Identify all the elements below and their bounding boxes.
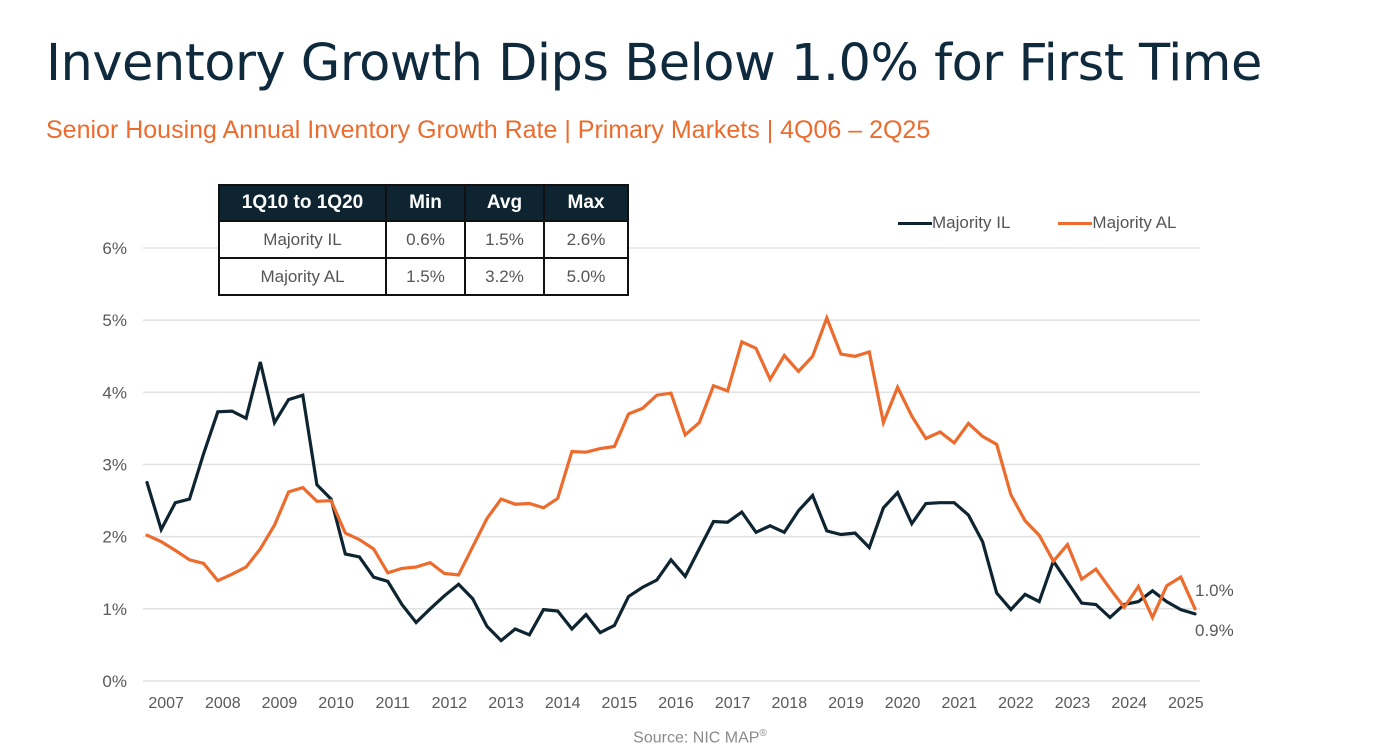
x-tick-label: 2015 <box>602 695 638 712</box>
stats-header-period: 1Q10 to 1Q20 <box>218 184 387 222</box>
legend-swatch-al <box>1058 221 1093 225</box>
x-tick-label: 2023 <box>1055 695 1091 712</box>
avg-value: 1.5% <box>464 220 545 259</box>
x-tick-label: 2021 <box>941 695 977 712</box>
stats-header-avg: Avg <box>464 184 545 222</box>
table-row: Majority IL 0.6% 1.5% 2.6% <box>218 220 629 259</box>
legend-item-al[interactable]: Majority AL <box>1058 213 1177 233</box>
x-tick-label: 2014 <box>545 695 581 712</box>
x-tick-label: 2009 <box>262 695 298 712</box>
x-tick-label: 2010 <box>318 695 354 712</box>
y-tick-label: 4% <box>102 383 127 402</box>
x-tick-label: 2011 <box>376 695 411 712</box>
y-tick-label: 2% <box>102 528 127 547</box>
stats-header-min: Min <box>385 184 466 222</box>
x-tick-label: 2016 <box>658 695 694 712</box>
min-value: 0.6% <box>385 220 466 259</box>
legend-item-il[interactable]: Majority IL <box>898 213 1010 233</box>
gridlines <box>143 247 1200 682</box>
x-tick-label: 2008 <box>205 695 241 712</box>
max-value: 2.6% <box>543 220 629 259</box>
series-lines <box>145 313 1197 643</box>
legend-label-il: Majority IL <box>932 213 1011 232</box>
end-labels: 1.0% 0.9% <box>1195 581 1234 640</box>
legend: Majority IL Majority AL <box>898 213 1177 233</box>
y-tick-label: 6% <box>102 239 127 258</box>
source-note: Source: NIC MAP® <box>0 728 1400 747</box>
series-line-il <box>145 361 1197 643</box>
avg-value: 3.2% <box>464 257 545 296</box>
x-tick-label: 2018 <box>772 695 808 712</box>
x-tick-label: 2019 <box>828 695 864 712</box>
table-row: Majority AL 1.5% 3.2% 5.0% <box>218 257 629 296</box>
registered-mark: ® <box>759 728 767 739</box>
y-tick-label: 5% <box>102 311 127 330</box>
stats-table: 1Q10 to 1Q20 Min Avg Max Majority IL 0.6… <box>218 184 629 296</box>
x-tick-label: 2020 <box>885 695 921 712</box>
y-tick-label: 1% <box>102 600 127 619</box>
legend-label-al: Majority AL <box>1092 213 1177 232</box>
series-line-al <box>145 313 1197 622</box>
end-label-al: 1.0% <box>1195 581 1234 600</box>
stats-header-max: Max <box>543 184 629 222</box>
chart-subtitle: Senior Housing Annual Inventory Growth R… <box>46 116 931 144</box>
y-tick-label: 0% <box>102 672 127 691</box>
x-tick-label: 2024 <box>1111 695 1147 712</box>
y-tick-label: 3% <box>102 456 127 475</box>
x-tick-label: 2007 <box>148 695 184 712</box>
legend-swatch-il <box>898 221 932 225</box>
chart-title: Inventory Growth Dips Below 1.0% for Fir… <box>46 34 1262 93</box>
end-label-il: 0.9% <box>1195 621 1234 640</box>
max-value: 5.0% <box>543 257 629 296</box>
x-tick-label: 2025 <box>1168 695 1204 712</box>
x-tick-label: 2013 <box>488 695 524 712</box>
x-tick-label: 2012 <box>432 695 468 712</box>
min-value: 1.5% <box>385 257 466 296</box>
row-label: Majority AL <box>218 257 387 296</box>
x-axis-ticks: 2007 2008 2009 2010 2011 2012 2013 2014 2015 2016… <box>148 695 1203 712</box>
y-axis-ticks: 0% 1% 2% 3% 4% 5% 6% <box>102 239 127 691</box>
x-tick-label: 2017 <box>715 695 751 712</box>
row-label: Majority IL <box>218 220 387 259</box>
x-tick-label: 2022 <box>998 695 1034 712</box>
stats-table-header-row: 1Q10 to 1Q20 Min Avg Max <box>218 184 629 222</box>
source-text: Source: NIC MAP <box>633 729 760 747</box>
